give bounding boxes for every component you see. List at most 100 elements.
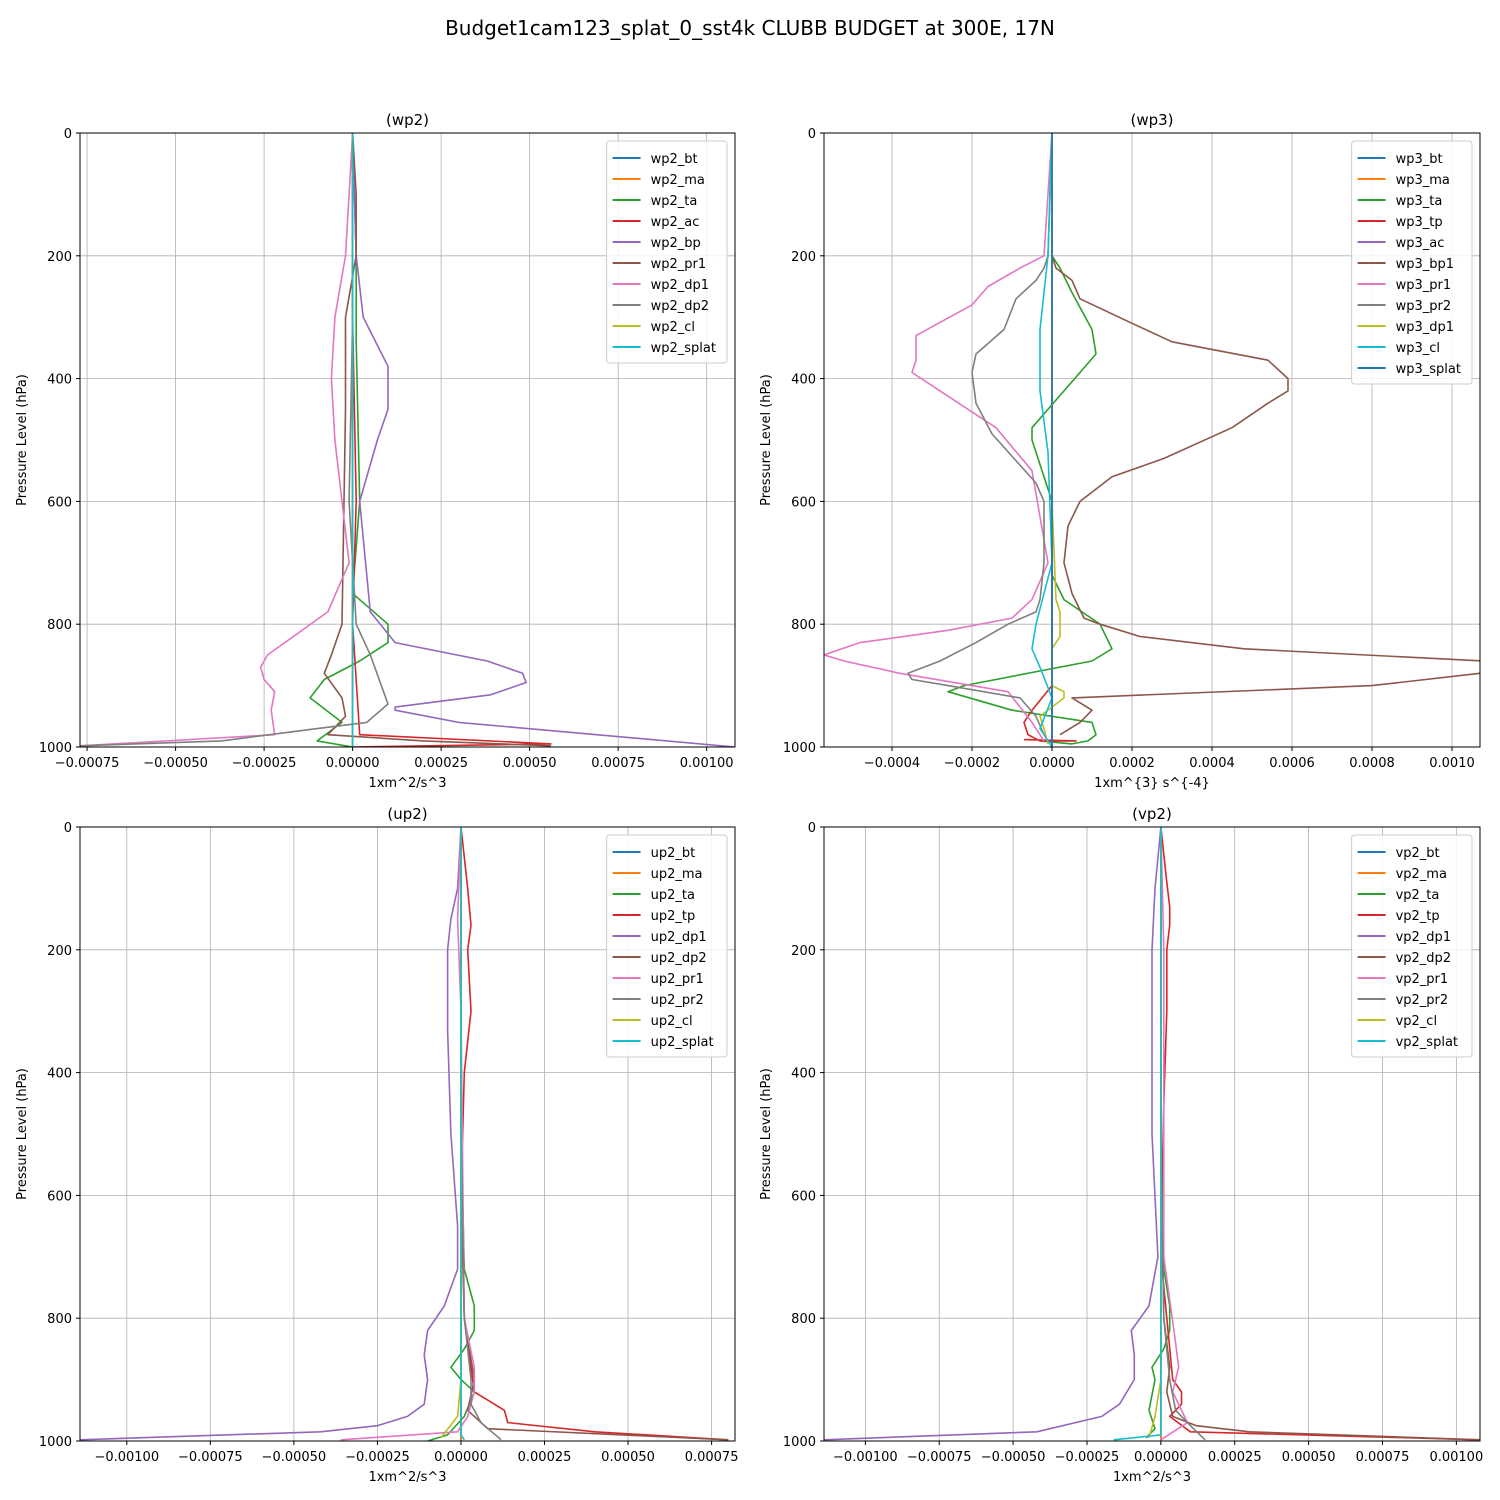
- y-tick-label: 800: [791, 618, 816, 633]
- y-tick-label: 600: [47, 1189, 72, 1204]
- y-tick-label: 200: [791, 944, 816, 959]
- subplot-title: (up2): [387, 805, 427, 823]
- x-tick-label: −0.00025: [345, 1450, 410, 1465]
- y-tick-label: 800: [791, 1312, 816, 1327]
- x-tick-label: 0.00000: [326, 756, 380, 771]
- legend-label: vp2_dp2: [1396, 951, 1452, 966]
- x-tick-label: 0.0002: [1109, 756, 1155, 771]
- legend-label: wp2_pr1: [651, 257, 707, 272]
- y-tick-label: 800: [47, 618, 72, 633]
- legend-label: wp3_tp: [1396, 215, 1443, 230]
- series-line-wp2_ta: [309, 133, 389, 747]
- series-line-wp3_pr2: [907, 133, 1053, 736]
- x-tick-label: 0.00075: [591, 756, 645, 771]
- axes-frame: [79, 132, 736, 748]
- y-tick-label: 1000: [783, 741, 816, 756]
- series-line-wp2_dp2: [80, 133, 389, 747]
- y-tick-label: 400: [47, 373, 72, 388]
- y-tick-label: 400: [791, 373, 816, 388]
- x-tick-label: 0.00025: [1208, 1450, 1262, 1465]
- legend-label: up2_bt: [651, 846, 696, 861]
- x-axis-label: 1xm^2/s^3: [368, 776, 446, 791]
- y-tick-label: 1000: [39, 741, 72, 756]
- legend: up2_bt up2_ma up2_ta up2_tp up2_dp1 up2_dp2up…: [606, 834, 728, 1058]
- legend-label: wp3_ta: [1396, 194, 1443, 209]
- legend-label: wp3_cl: [1396, 341, 1440, 356]
- x-tick-label: 0.00025: [414, 756, 468, 771]
- series-line-up2_pr2: [460, 827, 502, 1441]
- legend-label: wp2_ac: [651, 215, 700, 230]
- y-tick-label: 0: [808, 821, 816, 836]
- y-tick-label: 400: [47, 1067, 72, 1082]
- x-tick-label: 0.0008: [1349, 756, 1395, 771]
- legend-label: up2_pr2: [651, 993, 704, 1008]
- legend-label: up2_cl: [651, 1014, 693, 1029]
- subplot-wp2: −0.00075 −0.00050 −0.00025 0.00000 0.00025 0.…: [15, 111, 736, 791]
- legend-label: vp2_ma: [1396, 867, 1447, 882]
- series-line-up2_splat: [460, 827, 465, 1441]
- legend-label: up2_tp: [651, 909, 696, 924]
- series-line-wp2_dp1: [80, 133, 354, 747]
- series-line-wp3_bp1: [1051, 133, 1480, 736]
- legend-label: vp2_cl: [1396, 1014, 1437, 1029]
- subplot-title: (wp3): [1130, 111, 1173, 129]
- y-axis-label: Pressure Level (hPa): [759, 1068, 774, 1200]
- x-tick-label: 0.00025: [518, 1450, 572, 1465]
- y-tick-label: 200: [47, 944, 72, 959]
- series-line-wp3_ta: [947, 133, 1113, 745]
- x-tick-label: 0.0004: [1189, 756, 1235, 771]
- legend-label: vp2_pr1: [1396, 972, 1449, 987]
- x-tick-label: −0.00075: [55, 756, 120, 771]
- x-tick-label: −0.00075: [907, 1450, 972, 1465]
- subplot-title: (wp2): [386, 111, 429, 129]
- x-tick-label: 0.0006: [1269, 756, 1315, 771]
- series-line-vp2_splat: [1113, 827, 1162, 1441]
- legend-label: wp3_ma: [1396, 173, 1450, 188]
- x-axis-label: 1xm^2/s^3: [368, 1470, 446, 1485]
- legend-label: up2_ma: [651, 867, 703, 882]
- legend-box: [606, 834, 728, 1058]
- x-tick-label: −0.00075: [178, 1450, 243, 1465]
- legend-label: wp2_bt: [651, 152, 698, 167]
- legend-label: wp2_splat: [651, 341, 716, 356]
- y-tick-label: 800: [47, 1312, 72, 1327]
- x-tick-label: 0.00000: [1134, 1450, 1188, 1465]
- legend-label: wp3_pr2: [1396, 299, 1452, 314]
- series-lines: [80, 827, 729, 1441]
- x-tick-label: 0.00000: [434, 1450, 488, 1465]
- figure-title: Budget1cam123_splat_0_sst4k CLUBB BUDGET…: [445, 16, 1055, 40]
- legend-label: wp2_cl: [651, 320, 695, 335]
- series-line-wp3_cl: [1031, 133, 1053, 747]
- x-tick-label: 0.00050: [601, 1450, 655, 1465]
- legend-label: wp3_dp1: [1396, 320, 1454, 335]
- y-axis-label: Pressure Level (hPa): [15, 374, 30, 506]
- x-tick-label: −0.00100: [833, 1450, 898, 1465]
- legend-label: vp2_ta: [1396, 888, 1440, 903]
- legend-label: vp2_splat: [1396, 1035, 1458, 1050]
- x-tick-label: 0.00075: [685, 1450, 739, 1465]
- legend-label: vp2_pr2: [1396, 993, 1449, 1008]
- series-line-vp2_cl: [1148, 827, 1162, 1439]
- x-tick-label: −0.00050: [143, 756, 208, 771]
- series-line-wp2_pr1: [323, 133, 551, 747]
- series-line-vp2_dp1: [824, 827, 1162, 1441]
- legend: vp2_bt vp2_ma vp2_ta vp2_tp vp2_dp1 vp2_dp2vp…: [1351, 834, 1473, 1058]
- y-tick-label: 1000: [783, 1435, 816, 1450]
- x-tick-label: −0.00050: [262, 1450, 327, 1465]
- series-line-up2_dp1: [80, 827, 462, 1441]
- legend-label: wp3_splat: [1396, 362, 1461, 377]
- x-tick-label: 0.00050: [1282, 1450, 1336, 1465]
- legend: wp3_bt wp3_ma wp3_ta wp3_tp wp3_ac wp3_bp1 wp3…: [1351, 140, 1473, 385]
- legend-label: wp2_ma: [651, 173, 705, 188]
- legend-label: wp2_bp: [651, 236, 701, 251]
- x-axis-label: 1xm^2/s^3: [1113, 1470, 1191, 1485]
- legend-box: [1351, 140, 1473, 385]
- series-lines: [824, 827, 1480, 1441]
- y-tick-label: 0: [808, 127, 816, 142]
- y-tick-label: 200: [47, 250, 72, 265]
- y-axis-label: Pressure Level (hPa): [759, 374, 774, 506]
- legend-label: up2_dp2: [651, 951, 707, 966]
- x-tick-label: 0.0010: [1429, 756, 1475, 771]
- axes-frame: [79, 826, 736, 1442]
